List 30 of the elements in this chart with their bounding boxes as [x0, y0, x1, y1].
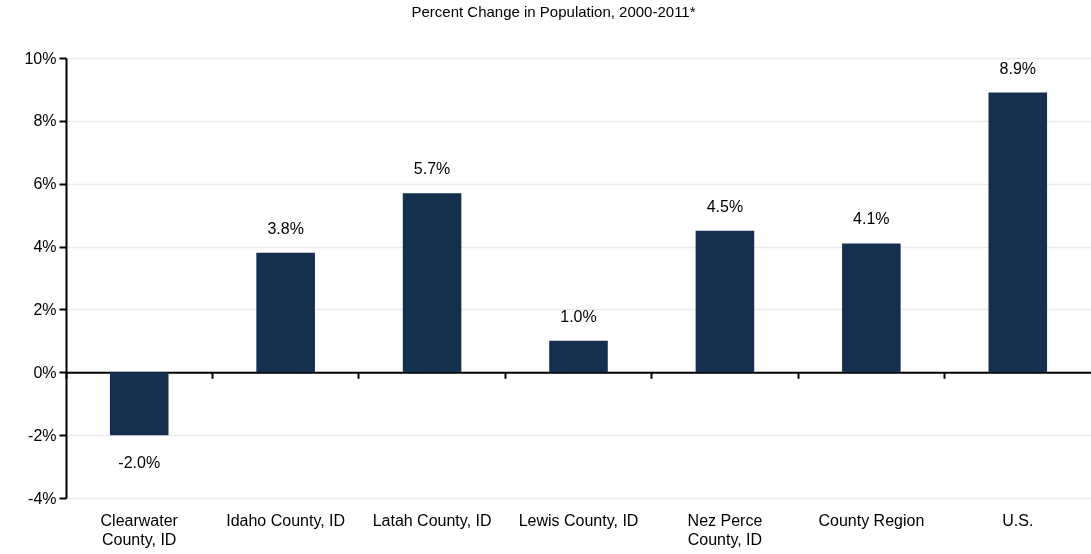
bar	[549, 340, 608, 373]
bar	[695, 230, 755, 373]
x-tick-label: Idaho County, ID	[226, 511, 346, 529]
x-tick-label: County Region	[818, 511, 925, 529]
x-tick-label: Nez Perce County, ID	[687, 511, 763, 548]
data-label: 3.8%	[267, 219, 304, 237]
y-tick-label: 0%	[33, 363, 57, 381]
data-label: 1.0%	[560, 307, 597, 325]
y-tick-label: 4%	[33, 238, 57, 256]
y-tick-label: 2%	[33, 300, 57, 318]
data-label: 4.5%	[706, 197, 744, 215]
y-tick-label: -2%	[28, 426, 57, 444]
bar	[988, 92, 1048, 373]
x-tick-label: U.S.	[1002, 511, 1034, 529]
x-tick-label: Latah County, ID	[372, 511, 492, 529]
data-label: 5.7%	[413, 160, 451, 178]
bar	[402, 193, 462, 373]
x-tick-label: Lewis County, ID	[518, 511, 639, 529]
chart-title: Percent Change in Population, 2000-2011*	[411, 3, 696, 20]
data-label: 4.1%	[853, 210, 890, 228]
y-tick-label: 8%	[33, 112, 57, 130]
y-tick-label: 6%	[33, 175, 57, 193]
bar	[842, 243, 901, 373]
y-tick-label: 10%	[24, 49, 57, 67]
data-label: 8.9%	[999, 59, 1037, 77]
y-tick-label: -4%	[28, 489, 57, 507]
bar	[109, 372, 169, 436]
data-label: -2.0%	[118, 454, 161, 472]
x-tick-label: Clearwater County, ID	[100, 511, 179, 548]
bar	[256, 252, 315, 373]
